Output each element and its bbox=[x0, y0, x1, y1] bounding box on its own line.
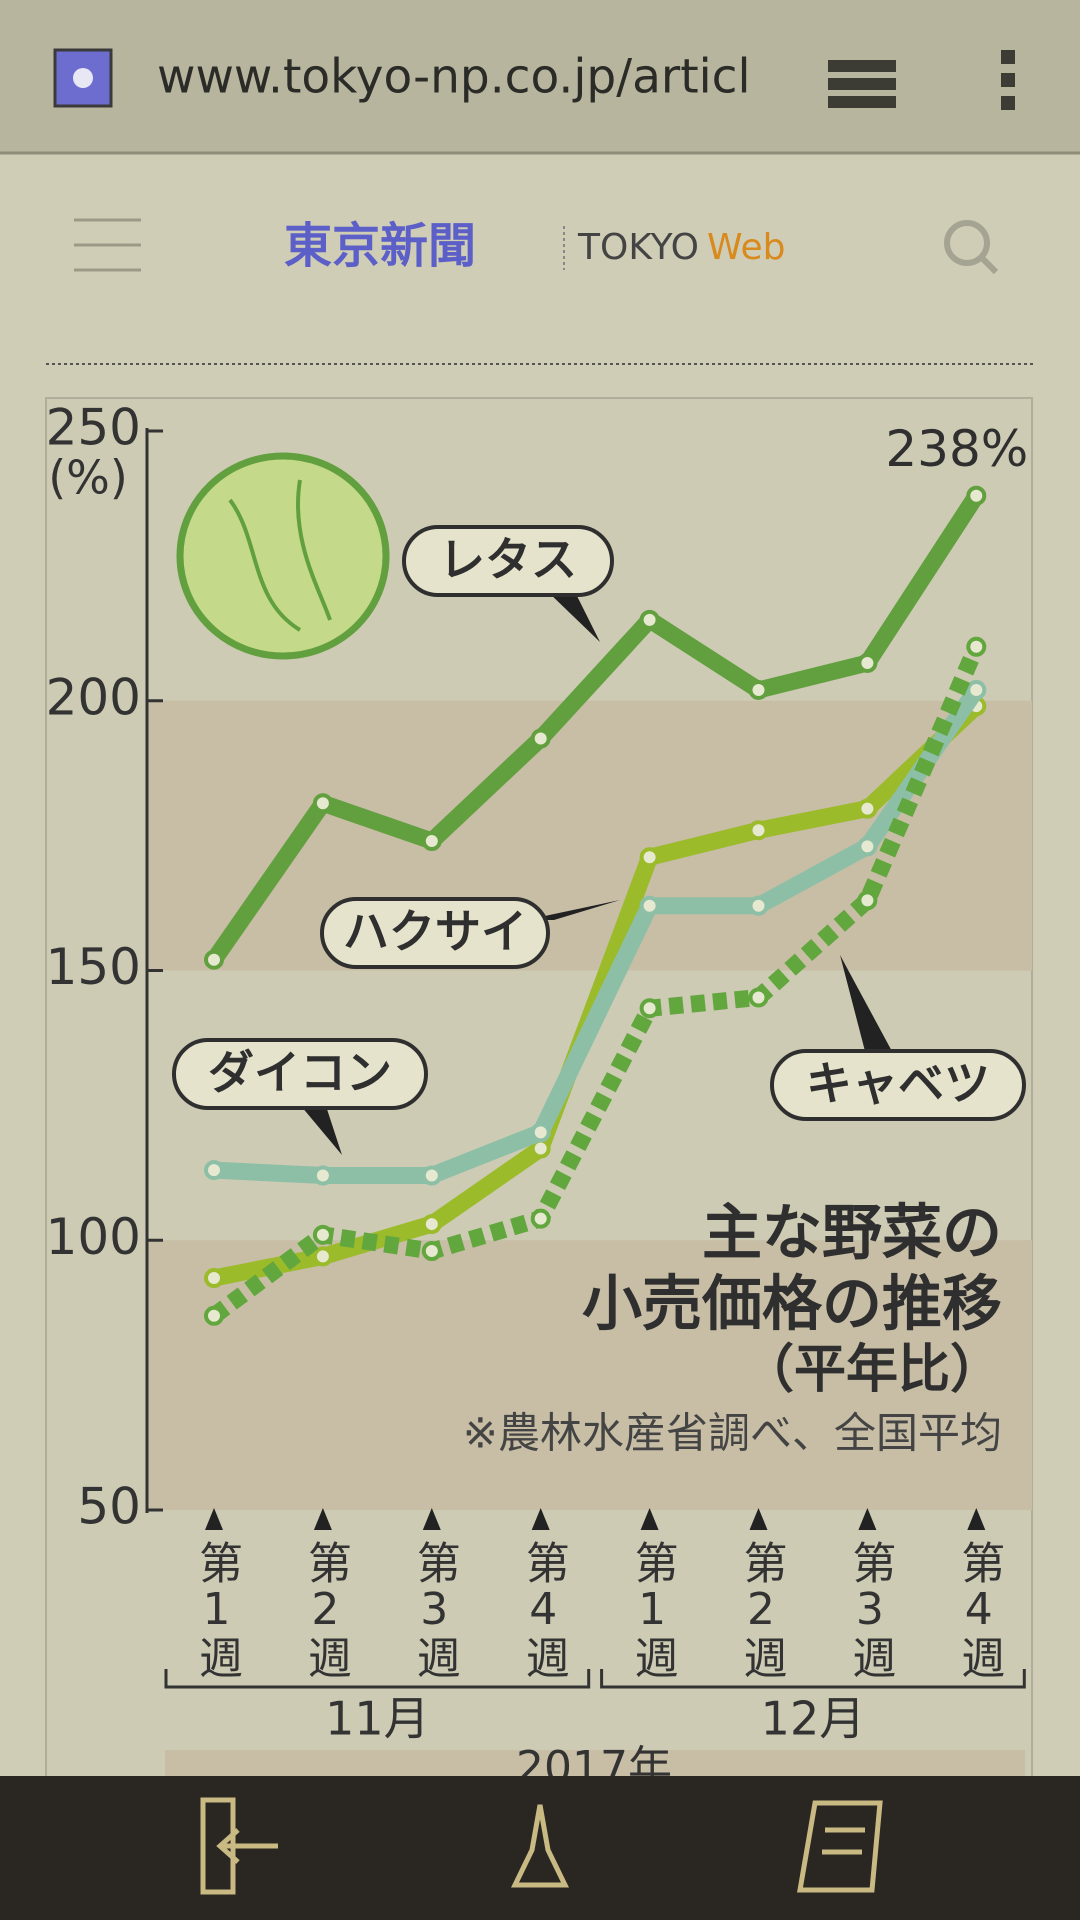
url[interactable]: www.tokyo-np.co.jp/articl bbox=[157, 50, 751, 105]
group-bracket bbox=[164, 1669, 591, 1689]
callout-pointer bbox=[840, 955, 894, 1055]
value-label: 238% bbox=[885, 420, 1028, 478]
y-tick-label: 250 bbox=[46, 399, 141, 457]
browser-bar bbox=[0, 0, 1080, 153]
x-label-band bbox=[165, 1750, 1025, 1780]
data-point bbox=[312, 793, 333, 814]
callout-pointer bbox=[546, 590, 600, 642]
data-point bbox=[966, 636, 987, 657]
band bbox=[147, 1240, 1032, 1510]
x-tick-label: 第3週 bbox=[409, 1540, 460, 1679]
series-line bbox=[213, 685, 984, 1185]
search-button[interactable] bbox=[944, 220, 999, 275]
y-tick-label: 150 bbox=[46, 938, 141, 996]
tabs-button[interactable] bbox=[828, 60, 896, 108]
x-tick-label: 第2週 bbox=[300, 1540, 351, 1679]
data-point bbox=[857, 652, 878, 673]
chart-title: 小売価格の推移 bbox=[582, 1270, 1002, 1340]
week-marker bbox=[749, 1508, 768, 1530]
data-point bbox=[966, 485, 987, 506]
data-point bbox=[748, 895, 769, 916]
data-point bbox=[639, 847, 660, 868]
callout-box bbox=[320, 897, 550, 969]
data-point bbox=[530, 1208, 551, 1229]
data-point bbox=[312, 1246, 333, 1267]
week-marker bbox=[313, 1508, 332, 1530]
callout-box bbox=[402, 525, 614, 597]
group-label: 12月 bbox=[761, 1692, 866, 1746]
data-point bbox=[639, 895, 660, 916]
group-bracket bbox=[600, 1669, 1026, 1689]
data-point bbox=[204, 1160, 224, 1181]
week-marker bbox=[640, 1508, 659, 1530]
group-label: 11月 bbox=[325, 1692, 430, 1746]
legend-label: キャベツ bbox=[806, 1057, 990, 1111]
data-point bbox=[748, 679, 769, 700]
brand-accent: Web bbox=[707, 227, 786, 268]
x-tick-label: 第1週 bbox=[627, 1540, 678, 1679]
week-marker bbox=[858, 1508, 877, 1530]
series-line bbox=[208, 643, 985, 1323]
x-tick-label: 第2週 bbox=[736, 1540, 787, 1679]
menu-button[interactable] bbox=[1001, 50, 1015, 110]
x-tick-label: 第4週 bbox=[518, 1540, 569, 1679]
week-marker bbox=[967, 1508, 986, 1530]
data-point bbox=[857, 836, 878, 857]
hamburger-menu[interactable] bbox=[74, 218, 141, 272]
y-axis-label: (%) bbox=[48, 451, 128, 505]
site-brand[interactable]: TOKYO Web bbox=[577, 227, 786, 268]
site-logo[interactable]: 東京新聞 bbox=[284, 218, 476, 274]
legend-label: ダイコン bbox=[208, 1046, 392, 1100]
site-icon[interactable] bbox=[53, 48, 113, 108]
data-point bbox=[748, 987, 769, 1008]
legend-label: ハクサイ bbox=[343, 905, 527, 959]
callout-box bbox=[172, 1038, 428, 1110]
data-point bbox=[421, 1165, 442, 1186]
bottom-bar bbox=[0, 1776, 1080, 1920]
band bbox=[147, 700, 1032, 971]
brand-text: TOKYO bbox=[577, 227, 699, 268]
data-point bbox=[857, 890, 878, 911]
home-button[interactable] bbox=[511, 1804, 569, 1888]
y-tick-label: 50 bbox=[77, 1478, 141, 1536]
exit-button[interactable] bbox=[200, 1797, 278, 1895]
callout-pointer bbox=[296, 1100, 342, 1155]
data-point bbox=[530, 728, 551, 749]
x-tick-label: 第3週 bbox=[844, 1540, 895, 1679]
x-tick-label: 第4週 bbox=[953, 1540, 1004, 1679]
legend-label: レタス bbox=[439, 533, 577, 587]
data-point bbox=[312, 1165, 333, 1186]
lettuce-illustration bbox=[228, 479, 332, 632]
data-point bbox=[639, 609, 660, 630]
data-point bbox=[857, 798, 878, 819]
data-point bbox=[748, 820, 769, 841]
chart-subtitle: （平年比） bbox=[742, 1340, 1002, 1400]
week-marker bbox=[531, 1508, 550, 1530]
y-tick-label: 100 bbox=[46, 1208, 141, 1266]
data-point bbox=[421, 1241, 442, 1262]
document-button[interactable] bbox=[797, 1800, 883, 1893]
week-marker bbox=[422, 1508, 441, 1530]
callout-pointer bbox=[526, 900, 620, 920]
data-point bbox=[421, 1214, 442, 1235]
data-point bbox=[530, 1122, 551, 1143]
chart-title: 主な野菜の bbox=[702, 1199, 1002, 1269]
data-point bbox=[204, 1305, 224, 1326]
data-point bbox=[312, 1224, 333, 1245]
y-tick-label: 200 bbox=[46, 668, 141, 726]
data-point bbox=[204, 949, 224, 970]
week-marker bbox=[205, 1508, 223, 1530]
lettuce-illustration bbox=[176, 452, 390, 660]
x-tick-label: 第1週 bbox=[191, 1540, 242, 1679]
data-point bbox=[639, 998, 660, 1019]
callout-box bbox=[770, 1049, 1026, 1121]
data-point bbox=[421, 831, 442, 852]
data-point bbox=[966, 679, 987, 700]
data-point bbox=[204, 1268, 224, 1289]
chart: 50 100 150 200 250(%) 第1週 第2週 第3週 第4週 第1週 第2週 第3週 第4… bbox=[46, 399, 1032, 1793]
series-line bbox=[207, 491, 984, 965]
chart-note: ※農林水産省調べ、全国平均 bbox=[463, 1409, 1002, 1458]
